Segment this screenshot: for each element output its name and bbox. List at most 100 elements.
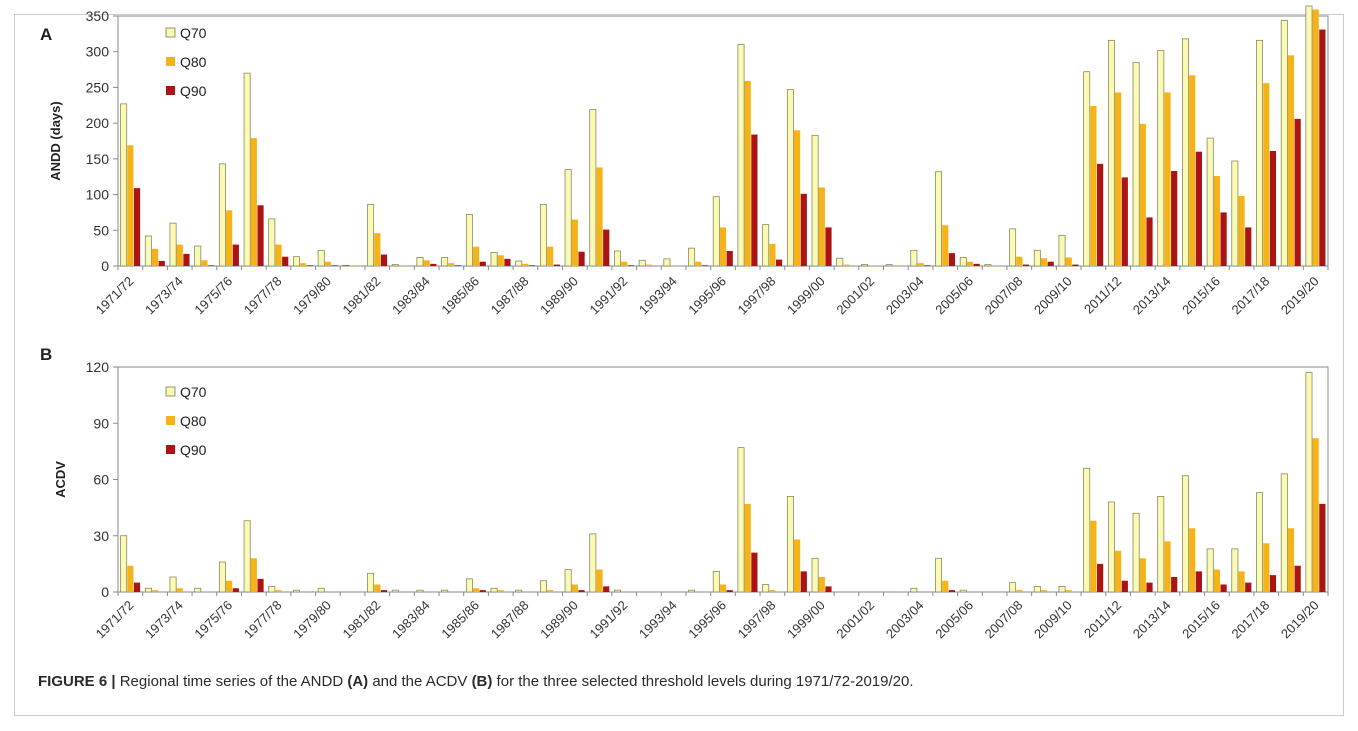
bar-q90-2014-15 xyxy=(1195,151,1202,266)
bar-q80-2006-07 xyxy=(991,265,998,266)
bar-q70-2012-13 xyxy=(1132,512,1140,593)
x-tick-label: 1975/76 xyxy=(191,598,235,642)
bar-q80-2002-03 xyxy=(892,265,899,266)
chart-panel-b: B 0 30 60 90 120 ACDV 1971/72 1973/74 1975/76 1977… xyxy=(40,345,1329,642)
x-tick-label: 1999/00 xyxy=(784,598,828,642)
x-tick-label: 1985/86 xyxy=(438,274,482,318)
x-tick-label: 1973/74 xyxy=(142,274,186,318)
bar-q80-1987-88 xyxy=(522,263,529,266)
bar-q90-1984-85 xyxy=(454,265,462,266)
bar-q90-2007-08 xyxy=(1022,264,1030,266)
legend-label-q90: Q90 xyxy=(180,83,207,99)
bar-q80-1998-99 xyxy=(793,539,801,592)
bar-q90-2018-19 xyxy=(1294,565,1301,592)
bar-q90-1985-86 xyxy=(479,590,486,593)
bar-q70-1986-87 xyxy=(490,587,498,593)
bar-q80-1984-85 xyxy=(448,263,455,266)
bar-q80-1992-93 xyxy=(645,264,653,266)
bar-q90-1971-72 xyxy=(133,188,141,266)
bar-q80-2019-20 xyxy=(1312,438,1319,592)
bar-q90-1995-96 xyxy=(726,251,733,266)
caption-ref-a: (A) xyxy=(347,673,369,690)
bar-q90-1989-90 xyxy=(578,590,585,593)
x-tick-label: 2015/16 xyxy=(1179,274,1223,318)
bar-q70-1985-86 xyxy=(465,578,473,593)
bar-q70-1974-75 xyxy=(194,245,202,267)
bar-q80-2017-18 xyxy=(1263,543,1270,592)
bar-q90-1988-89 xyxy=(553,264,560,266)
x-tick-label: 2001/02 xyxy=(833,598,877,642)
x-tick-label: 1995/96 xyxy=(685,598,729,642)
bar-q90-1976-77 xyxy=(257,578,264,593)
bar-q90-1990-91 xyxy=(603,229,610,266)
bar-q70-2015-16 xyxy=(1206,137,1214,267)
bar-q70-2018-19 xyxy=(1280,19,1288,267)
x-tick-label: 1999/00 xyxy=(784,274,828,318)
y-tick-label: 50 xyxy=(93,222,109,238)
bar-q70-2008-09 xyxy=(1033,586,1041,593)
bar-q90-2010-11 xyxy=(1097,563,1104,593)
x-tick-label: 1997/98 xyxy=(735,274,779,318)
bar-q70-1977-78 xyxy=(268,586,276,593)
bar-q70-2003-04 xyxy=(910,587,918,593)
x-tick-label: 1985/86 xyxy=(438,598,482,642)
bar-q70-1973-74 xyxy=(169,576,177,593)
x-tick-label: 2009/10 xyxy=(1031,274,1075,318)
x-tick-label: 1979/80 xyxy=(290,598,334,642)
caption-text-3: for the three selected threshold levels … xyxy=(492,673,914,690)
bar-q70-2016-17 xyxy=(1231,160,1239,267)
bar-q70-2018-19 xyxy=(1280,473,1288,593)
bar-q80-2005-06 xyxy=(966,261,974,266)
y-tick-label: 250 xyxy=(86,79,110,95)
bar-q70-2010-11 xyxy=(1083,71,1091,267)
bar-q70-1974-75 xyxy=(194,587,202,593)
x-tick-label: 2003/04 xyxy=(883,598,927,642)
bar-q70-1981-82 xyxy=(367,572,375,593)
bar-q70-2013-14 xyxy=(1157,496,1165,593)
y-tick-label: 120 xyxy=(86,359,110,375)
bar-q80-1975-76 xyxy=(226,580,233,592)
bar-q80-1982-83 xyxy=(398,265,406,266)
bar-q70-2000-01 xyxy=(836,257,844,267)
bar-q80-1996-97 xyxy=(744,81,751,266)
bar-q80-1985-86 xyxy=(472,588,480,592)
bar-q80-2019-20 xyxy=(1312,9,1319,266)
bar-q80-2016-17 xyxy=(1238,196,1245,266)
bar-q80-1989-90 xyxy=(571,584,578,592)
bar-q70-1984-85 xyxy=(441,257,449,267)
bar-q90-2015-16 xyxy=(1220,584,1227,592)
y-tick-label: 200 xyxy=(86,115,110,131)
bar-q80-1989-90 xyxy=(571,219,578,266)
legend-swatch-q90 xyxy=(166,86,175,95)
bar-q80-2018-19 xyxy=(1287,55,1295,266)
bar-q70-2007-08 xyxy=(1009,228,1017,267)
bar-q70-2010-11 xyxy=(1083,467,1091,593)
legend-label-q70: Q70 xyxy=(180,25,207,41)
bar-q80-1998-99 xyxy=(793,130,801,266)
bar-q80-2004-05 xyxy=(942,580,949,592)
bar-q70-1999-00 xyxy=(811,557,819,593)
y-tick-label: 30 xyxy=(93,528,109,544)
bar-q80-1972-73 xyxy=(151,590,159,593)
x-tick-label: 2009/10 xyxy=(1031,598,1075,642)
bar-q80-1977-78 xyxy=(275,244,282,266)
bar-q90-2016-17 xyxy=(1245,582,1252,593)
bar-q70-1972-73 xyxy=(144,587,152,593)
bar-q80-1995-96 xyxy=(719,584,727,592)
bar-q80-2016-17 xyxy=(1238,571,1245,593)
bar-q90-2004-05 xyxy=(948,253,956,266)
bar-q70-2011-12 xyxy=(1107,39,1115,267)
bar-q80-1988-89 xyxy=(547,590,554,593)
x-tick-label: 1987/88 xyxy=(488,274,532,318)
figure-caption: FIGURE 6 | Regional time series of the A… xyxy=(38,673,914,690)
chart-panel-a: A 0 50 100 150 200 250 300 350 ANDD (days) 1971/72… xyxy=(40,5,1329,318)
bar-q70-1996-97 xyxy=(737,447,745,593)
x-tick-label: 2013/14 xyxy=(1130,598,1174,642)
bar-q80-2004-05 xyxy=(942,225,949,266)
x-tick-label: 2001/02 xyxy=(833,274,877,318)
x-tick-label: 1977/78 xyxy=(241,598,285,642)
bar-q70-1985-86 xyxy=(465,214,473,267)
y-tick-label: 0 xyxy=(101,258,109,274)
y-tick-label: 100 xyxy=(86,187,110,203)
bar-q90-1996-97 xyxy=(751,552,758,593)
